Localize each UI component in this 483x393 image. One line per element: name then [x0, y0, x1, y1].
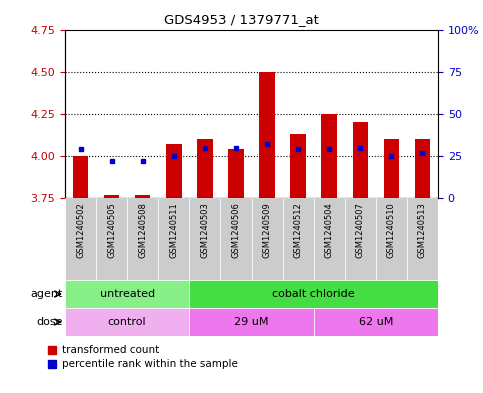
Text: GSM1240513: GSM1240513	[418, 202, 427, 258]
Text: GSM1240508: GSM1240508	[138, 202, 147, 258]
Text: cobalt chloride: cobalt chloride	[272, 289, 355, 299]
Bar	[376, 198, 407, 280]
Text: untreated: untreated	[99, 289, 155, 299]
Bar	[252, 198, 283, 280]
Bar	[197, 139, 213, 198]
Bar	[135, 195, 151, 198]
Text: GSM1240512: GSM1240512	[294, 202, 303, 258]
Bar	[189, 198, 220, 280]
Text: agent: agent	[30, 289, 63, 299]
Bar	[158, 198, 189, 280]
Text: GSM1240510: GSM1240510	[387, 202, 396, 258]
Text: GSM1240507: GSM1240507	[356, 202, 365, 258]
Text: GSM1240511: GSM1240511	[170, 202, 178, 258]
Bar	[96, 198, 127, 280]
Bar	[407, 198, 438, 280]
Bar	[313, 198, 345, 280]
Text: control: control	[108, 317, 146, 327]
Bar	[189, 280, 438, 308]
Text: GSM1240509: GSM1240509	[263, 202, 271, 258]
Bar	[345, 198, 376, 280]
Text: GDS4953 / 1379771_at: GDS4953 / 1379771_at	[164, 13, 319, 26]
Bar	[65, 198, 96, 280]
Text: GSM1240506: GSM1240506	[231, 202, 241, 258]
Bar	[384, 139, 399, 198]
Bar	[283, 198, 313, 280]
Text: GSM1240504: GSM1240504	[325, 202, 334, 258]
Bar	[65, 308, 189, 336]
Text: 62 uM: 62 uM	[359, 317, 393, 327]
Bar	[166, 144, 182, 198]
Bar	[127, 198, 158, 280]
Bar	[290, 134, 306, 198]
Text: GSM1240502: GSM1240502	[76, 202, 85, 258]
Bar	[65, 280, 189, 308]
Bar	[322, 114, 337, 198]
Text: dose: dose	[36, 317, 63, 327]
Text: 29 uM: 29 uM	[234, 317, 269, 327]
Bar	[313, 308, 438, 336]
Bar	[73, 156, 88, 198]
Bar	[228, 149, 244, 198]
Bar	[259, 72, 275, 198]
Text: GSM1240505: GSM1240505	[107, 202, 116, 258]
Bar	[415, 139, 430, 198]
Legend: transformed count, percentile rank within the sample: transformed count, percentile rank withi…	[46, 343, 240, 371]
Bar	[189, 308, 313, 336]
Bar	[220, 198, 252, 280]
Text: GSM1240503: GSM1240503	[200, 202, 209, 258]
Bar	[353, 122, 368, 198]
Bar	[104, 195, 119, 198]
